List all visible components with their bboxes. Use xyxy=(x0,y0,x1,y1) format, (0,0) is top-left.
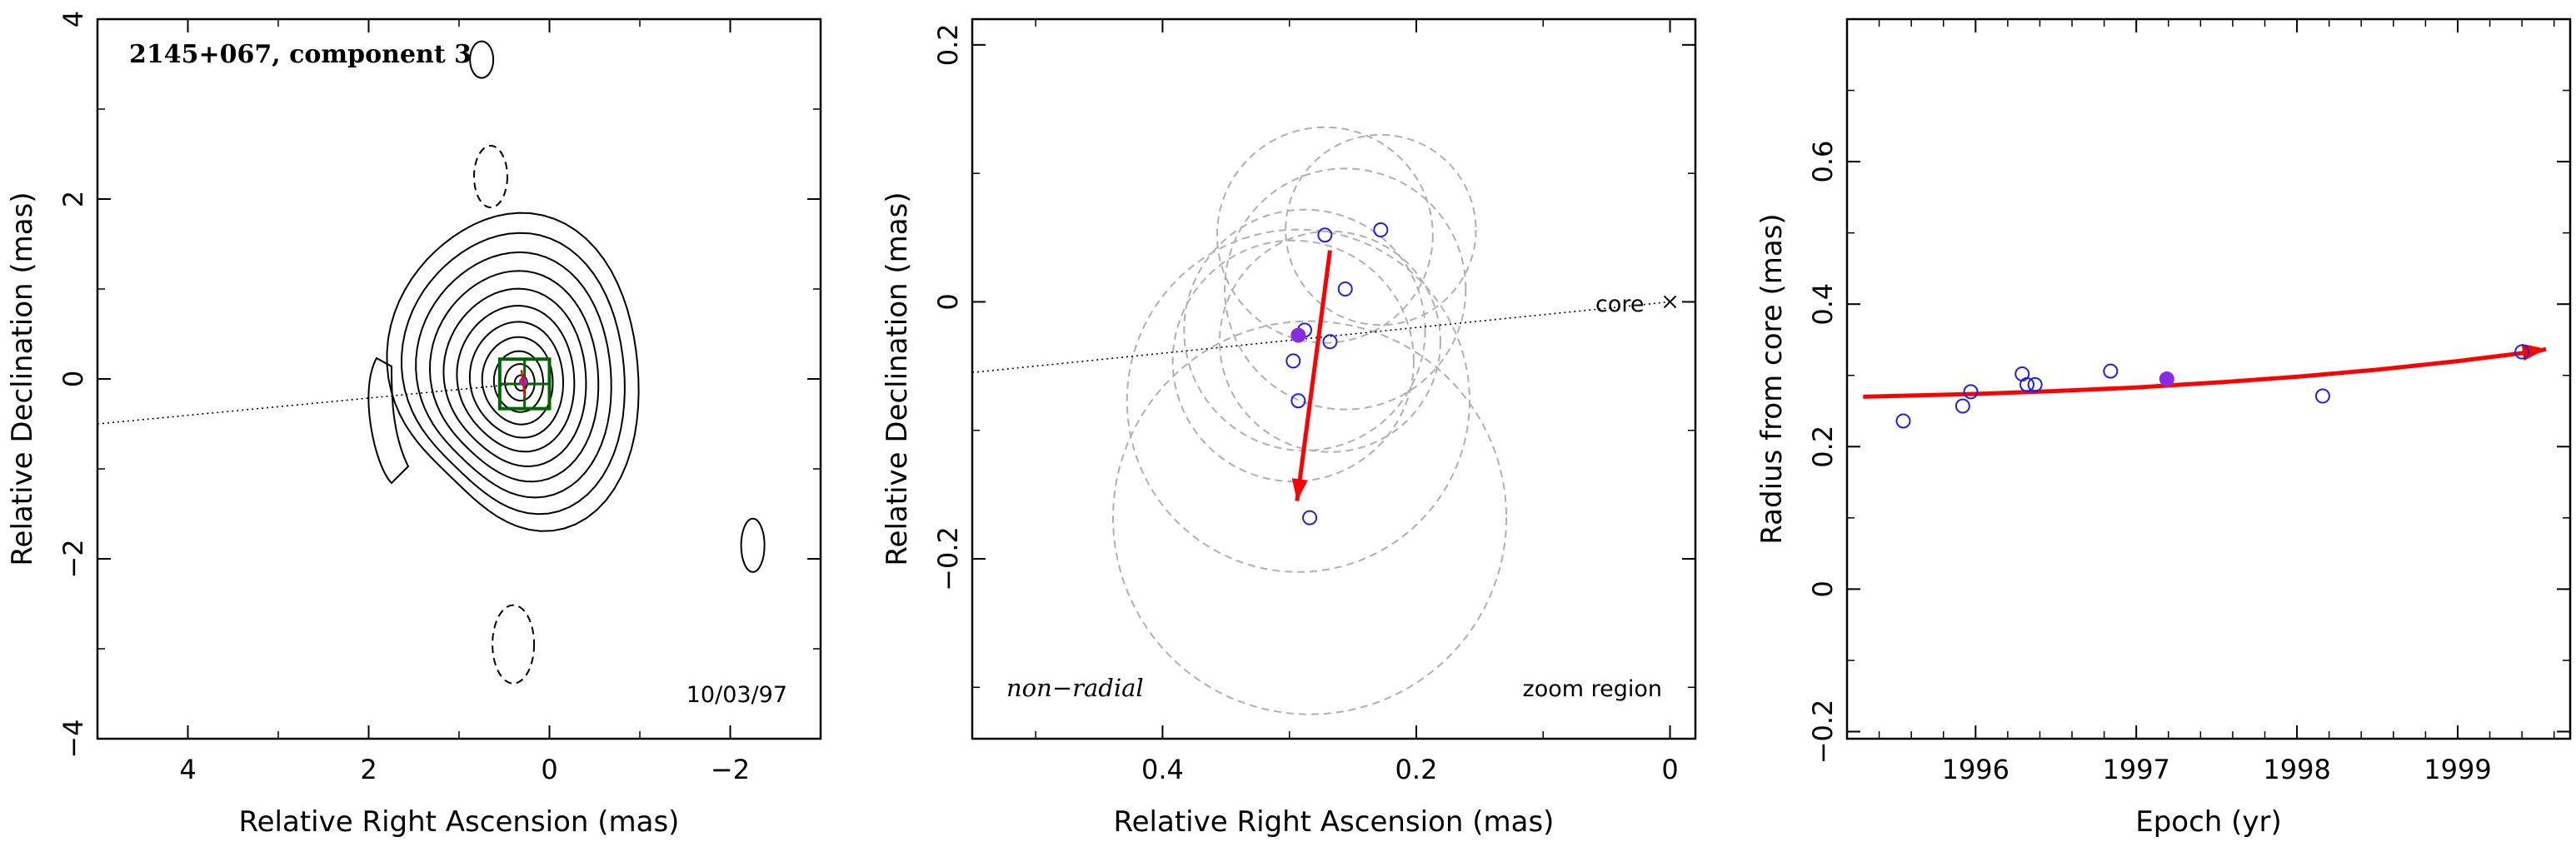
contour-x-tick-label: 2 xyxy=(360,754,377,785)
contour-y-tick-label: −2 xyxy=(57,539,89,578)
contour-y-tick-label: 4 xyxy=(57,11,89,27)
uncertainty-circle xyxy=(1126,228,1470,573)
data-point xyxy=(2103,363,2119,379)
contour-x-tick-label: −2 xyxy=(711,754,750,785)
zoom-x-tick-label: 0.2 xyxy=(1395,754,1438,785)
contour-title: 2145+067, component 3 xyxy=(129,40,472,69)
motion-arrow xyxy=(1295,250,1332,501)
radius-y-tick-label: 0.4 xyxy=(1807,283,1839,326)
radius-ticks: 1996 1997 1998 1999 −0.2 0 0.2 0.4 0.6 xyxy=(1807,18,2570,785)
contour-level xyxy=(442,287,587,467)
radius-y-axis-label: Radius from core (mas) xyxy=(1755,213,1789,544)
zoom-plot-area xyxy=(972,126,1677,715)
radius-frame xyxy=(1845,17,2572,740)
uncertainty-circle xyxy=(1224,167,1467,411)
data-point xyxy=(2314,388,2330,404)
contour-level xyxy=(400,232,626,516)
zoom-y-tick-label: 0 xyxy=(932,293,964,310)
contour-y-axis-label: Relative Declination (mas) xyxy=(6,192,39,565)
data-point xyxy=(1954,398,1970,414)
core-marker xyxy=(1663,295,1677,309)
panel-radius-epoch: 1996 1997 1998 1999 −0.2 0 0.2 0.4 0.6 Epoch (yr… xyxy=(1755,17,2572,839)
contour-island xyxy=(469,40,495,79)
uncertainty-circle xyxy=(1112,320,1508,715)
zoom-y-axis-label: Relative Declination (mas) xyxy=(881,192,914,565)
radius-y-tick-label: 0.2 xyxy=(1807,426,1839,468)
contour-x-tick-label: 4 xyxy=(179,754,196,785)
radius-y-tick-label: 0 xyxy=(1807,580,1839,597)
data-point xyxy=(1963,384,1979,400)
contour-date-annotation: 10/03/97 xyxy=(686,682,787,708)
radius-x-tick-label: 1998 xyxy=(2263,754,2330,785)
zoom-core-label: core xyxy=(1595,291,1644,317)
contour-y-tick-label: 2 xyxy=(57,191,89,207)
contour-x-axis-label: Relative Right Ascension (mas) xyxy=(239,805,680,839)
data-point xyxy=(1373,222,1389,238)
core-direction-line xyxy=(97,382,523,425)
uncertainty-circle xyxy=(1218,230,1441,453)
uncertainty-circle xyxy=(1216,126,1434,344)
motion-arrow-head xyxy=(1291,478,1308,501)
data-point xyxy=(2027,376,2043,392)
data-point xyxy=(1286,353,1301,369)
zoom-ticks: 0.4 0.2 0 −0.2 0 0.2 xyxy=(932,19,1695,785)
radius-x-tick-label: 1997 xyxy=(2102,754,2169,785)
contour-level xyxy=(481,336,554,426)
contour-level xyxy=(428,270,600,483)
radius-x-tick-label: 1996 xyxy=(1942,754,2009,785)
contour-island xyxy=(740,517,766,573)
data-point xyxy=(1290,393,1306,409)
contour-level xyxy=(504,363,536,401)
highlight-point xyxy=(1290,327,1306,343)
contour-plot-area xyxy=(97,40,766,685)
contour-ticks: 4 2 0 −2 −4 −2 0 2 4 xyxy=(57,11,821,785)
contour-y-tick-label: −4 xyxy=(57,719,89,758)
contour-x-tick-label: 0 xyxy=(541,754,557,785)
component-motion-arrow xyxy=(520,370,527,397)
radius-x-axis-label: Epoch (yr) xyxy=(2135,805,2282,839)
radius-y-tick-label: −0.2 xyxy=(1807,700,1839,765)
panel-zoom-region: 0.4 0.2 0 −0.2 0 0.2 core non−radial zoom reg… xyxy=(881,17,1697,839)
data-point xyxy=(2514,344,2530,360)
zoom-right-annotation: zoom region xyxy=(1523,676,1662,702)
data-point xyxy=(1337,282,1353,296)
negative-contour xyxy=(492,604,536,685)
radius-y-tick-label: 0.6 xyxy=(1807,141,1839,183)
highlight-point xyxy=(2159,371,2174,386)
zoom-y-tick-label: −0.2 xyxy=(932,526,964,591)
contour-frame xyxy=(96,17,822,740)
panel-contour-map: 4 2 0 −2 −4 −2 0 2 4 2145+067, component 3 10/03… xyxy=(6,11,822,839)
data-point xyxy=(1895,413,1911,429)
zoom-y-tick-label: 0.2 xyxy=(932,23,964,66)
contour-level xyxy=(386,212,640,532)
zoom-frame xyxy=(971,17,1697,740)
uncertainty-circle xyxy=(1183,208,1426,452)
radius-x-tick-label: 1999 xyxy=(2424,754,2491,785)
zoom-x-axis-label: Relative Right Ascension (mas) xyxy=(1114,805,1555,839)
radius-plot-area xyxy=(1863,343,2547,429)
uncertainty-circle xyxy=(1285,133,1477,326)
zoom-left-annotation: non−radial xyxy=(1006,674,1144,702)
trend-curve xyxy=(1863,349,2539,399)
contour-level xyxy=(468,321,565,439)
contour-level xyxy=(456,304,576,453)
negative-contour xyxy=(472,145,508,208)
data-point xyxy=(1322,334,1338,350)
contour-lobe xyxy=(367,356,410,485)
data-point xyxy=(1317,227,1333,243)
contour-y-tick-label: 0 xyxy=(57,371,89,387)
zoom-x-tick-label: 0 xyxy=(1661,754,1678,785)
zoom-x-tick-label: 0.4 xyxy=(1141,754,1184,785)
data-point xyxy=(2019,376,2035,392)
core-direction-line xyxy=(972,301,1670,374)
contour-level xyxy=(415,251,612,499)
uncertainty-circle xyxy=(1171,239,1415,483)
data-point xyxy=(1302,510,1318,526)
